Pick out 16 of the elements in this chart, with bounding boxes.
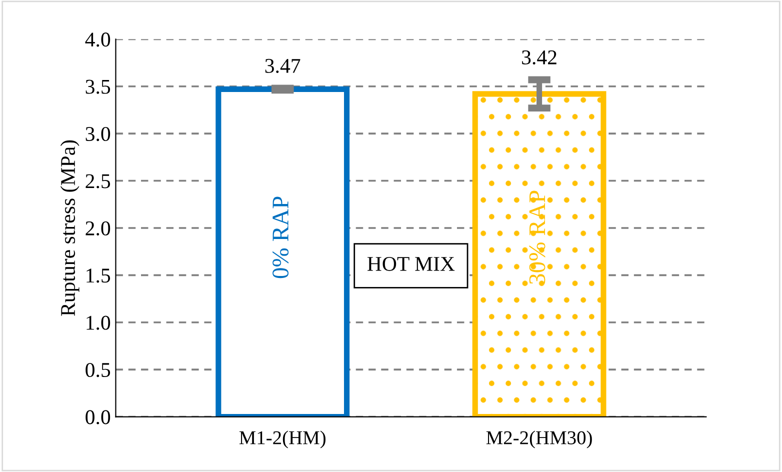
data-label: 3.47	[265, 58, 300, 74]
y-tick-label: 4.0	[85, 32, 110, 47]
x-tick-label: M2-2(HM30)	[486, 430, 592, 448]
annotation: 0% RAP	[272, 196, 289, 278]
y-tick-label: 2.0	[86, 221, 110, 236]
data-label: 3.42	[522, 50, 556, 65]
y-tick-label: 2.5	[86, 174, 110, 188]
y-axis-title: Rupture stress (MPa)	[60, 140, 80, 316]
y-tick-label: 3.0	[86, 126, 110, 142]
y-tick-label: 1.0	[86, 316, 110, 330]
annotation: HOT MIX	[367, 256, 455, 271]
y-tick-label: 1.5	[86, 268, 110, 283]
x-tick-label: M1-2(HM)	[239, 430, 326, 448]
y-tick-label: 0.5	[86, 362, 110, 378]
y-tick-label: 0.0	[86, 410, 110, 424]
y-tick-label: 3.5	[86, 80, 110, 94]
